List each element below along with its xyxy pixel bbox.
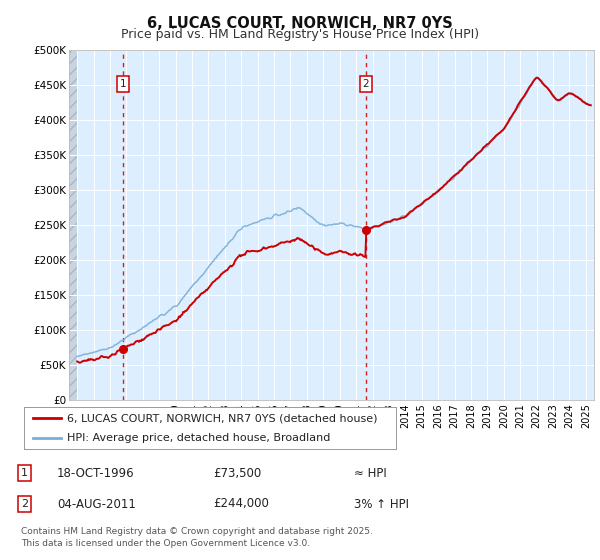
Text: 6, LUCAS COURT, NORWICH, NR7 0YS (detached house): 6, LUCAS COURT, NORWICH, NR7 0YS (detach… (67, 413, 377, 423)
Text: 1: 1 (119, 78, 126, 88)
Text: 2: 2 (21, 499, 28, 509)
Text: 3% ↑ HPI: 3% ↑ HPI (354, 497, 409, 511)
Text: Price paid vs. HM Land Registry's House Price Index (HPI): Price paid vs. HM Land Registry's House … (121, 28, 479, 41)
Text: 18-OCT-1996: 18-OCT-1996 (57, 466, 134, 480)
Text: ≈ HPI: ≈ HPI (354, 466, 387, 480)
Text: 6, LUCAS COURT, NORWICH, NR7 0YS: 6, LUCAS COURT, NORWICH, NR7 0YS (147, 16, 453, 31)
Text: £244,000: £244,000 (213, 497, 269, 511)
Text: HPI: Average price, detached house, Broadland: HPI: Average price, detached house, Broa… (67, 433, 330, 443)
Text: 04-AUG-2011: 04-AUG-2011 (57, 497, 136, 511)
Text: 2: 2 (362, 78, 369, 88)
Text: £73,500: £73,500 (213, 466, 261, 480)
Text: 1: 1 (21, 468, 28, 478)
Text: Contains HM Land Registry data © Crown copyright and database right 2025.
This d: Contains HM Land Registry data © Crown c… (21, 527, 373, 548)
